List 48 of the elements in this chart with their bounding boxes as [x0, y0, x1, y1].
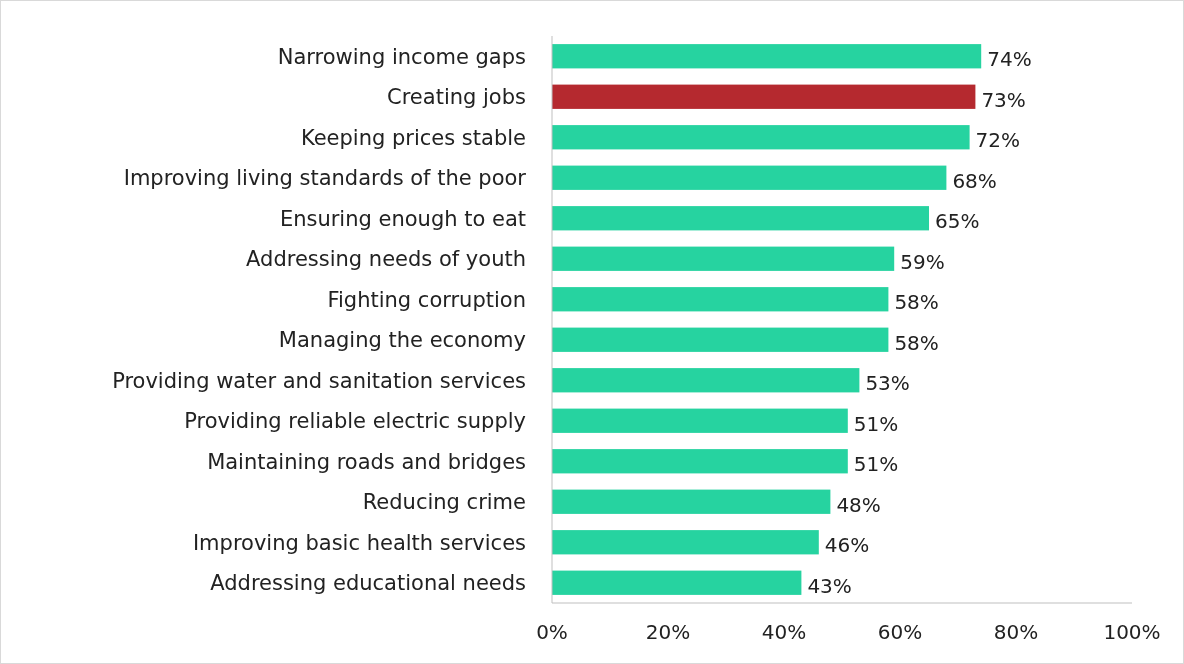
bar [552, 408, 848, 433]
bar [552, 570, 802, 595]
data-label: 51% [853, 411, 899, 436]
x-tick-label: 40% [761, 620, 807, 644]
y-tick-label: Providing reliable electric supply [184, 409, 526, 434]
y-tick-label: Providing water and sanitation services [112, 368, 526, 393]
bar [552, 206, 929, 231]
y-tick-label: Improving living standards of the poor [123, 166, 527, 191]
x-tick-label: 80% [993, 620, 1039, 644]
bar [552, 287, 889, 312]
bar [552, 84, 976, 109]
y-tick-label: Narrowing income gaps [277, 44, 526, 69]
data-label: 48% [836, 492, 881, 517]
y-tick-label: Managing the economy [278, 328, 526, 353]
bar [552, 368, 860, 393]
data-label: 51% [853, 452, 899, 477]
data-label: 68% [952, 168, 997, 193]
y-tick-label: Keeping prices stable [300, 125, 526, 150]
x-tick-label: 100% [1103, 620, 1161, 644]
x-tick-label: 0% [536, 620, 568, 644]
data-label: 58% [894, 330, 939, 355]
data-label: 74% [987, 47, 1032, 72]
data-label: 43% [807, 573, 852, 598]
y-tick-label: Maintaining roads and bridges [207, 449, 526, 474]
y-tick-label: Improving basic health services [192, 530, 526, 555]
bar [552, 165, 947, 190]
data-label: 46% [824, 533, 870, 558]
y-tick-label: Addressing educational needs [210, 571, 526, 596]
y-tick-label: Addressing needs of youth [246, 247, 526, 272]
bar [552, 327, 889, 352]
x-tick-label: 20% [645, 620, 691, 644]
bar [552, 449, 848, 474]
data-label: 58% [894, 290, 939, 315]
y-tick-label: Reducing crime [362, 490, 526, 515]
bar [552, 246, 895, 271]
data-label: 59% [900, 249, 945, 274]
y-tick-label: Fighting corruption [327, 287, 526, 312]
data-label: 53% [865, 371, 910, 396]
data-label: 72% [975, 128, 1021, 153]
y-tick-label: Ensuring enough to eat [279, 206, 526, 231]
bar [552, 530, 819, 555]
data-label: 65% [935, 209, 980, 234]
bar [552, 489, 831, 514]
data-label: 73% [981, 87, 1026, 112]
bar [552, 125, 970, 150]
bar [552, 44, 982, 69]
y-tick-label: Creating jobs [387, 85, 526, 110]
x-tick-label: 60% [877, 620, 923, 644]
